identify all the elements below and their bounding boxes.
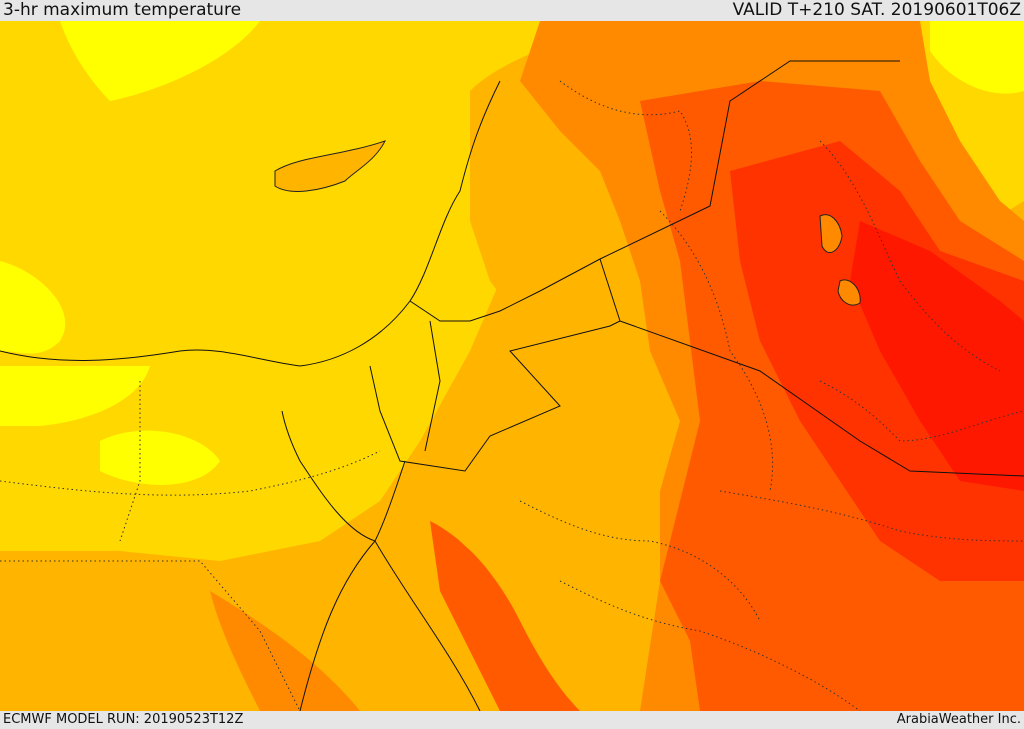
temperature-map bbox=[0, 21, 1024, 711]
temp-zone-yellow bbox=[0, 366, 150, 426]
lake bbox=[819, 214, 843, 253]
island-cyprus bbox=[274, 140, 386, 192]
temp-zone-yellow bbox=[100, 430, 220, 485]
temp-zone-yellow bbox=[60, 21, 260, 101]
temp-zone-yellow bbox=[0, 261, 66, 354]
temp-zone-light-orange bbox=[430, 427, 653, 621]
temp-zone-deep-red bbox=[850, 221, 1024, 491]
map-title: 3-hr maximum temperature bbox=[3, 0, 242, 20]
model-run-label: ECMWF MODEL RUN: 20190523T12Z bbox=[3, 712, 244, 727]
temp-zone-dark-orange bbox=[430, 521, 580, 711]
temp-zone-red bbox=[730, 141, 1024, 581]
credit-label: ArabiaWeather Inc. bbox=[896, 712, 1021, 727]
temp-zone-gold bbox=[0, 21, 1024, 561]
footer-bar: ECMWF MODEL RUN: 20190523T12Z ArabiaWeat… bbox=[0, 711, 1024, 729]
header-bar: 3-hr maximum temperature VALID T+210 SAT… bbox=[0, 0, 1024, 21]
temp-zone-orange bbox=[210, 591, 360, 711]
valid-time-label: VALID T+210 SAT. 20190601T06Z bbox=[732, 0, 1021, 20]
province-lines bbox=[0, 80, 1024, 711]
lake bbox=[837, 279, 861, 306]
border-lines bbox=[0, 60, 1024, 711]
temp-zone-yellow bbox=[930, 21, 1024, 94]
